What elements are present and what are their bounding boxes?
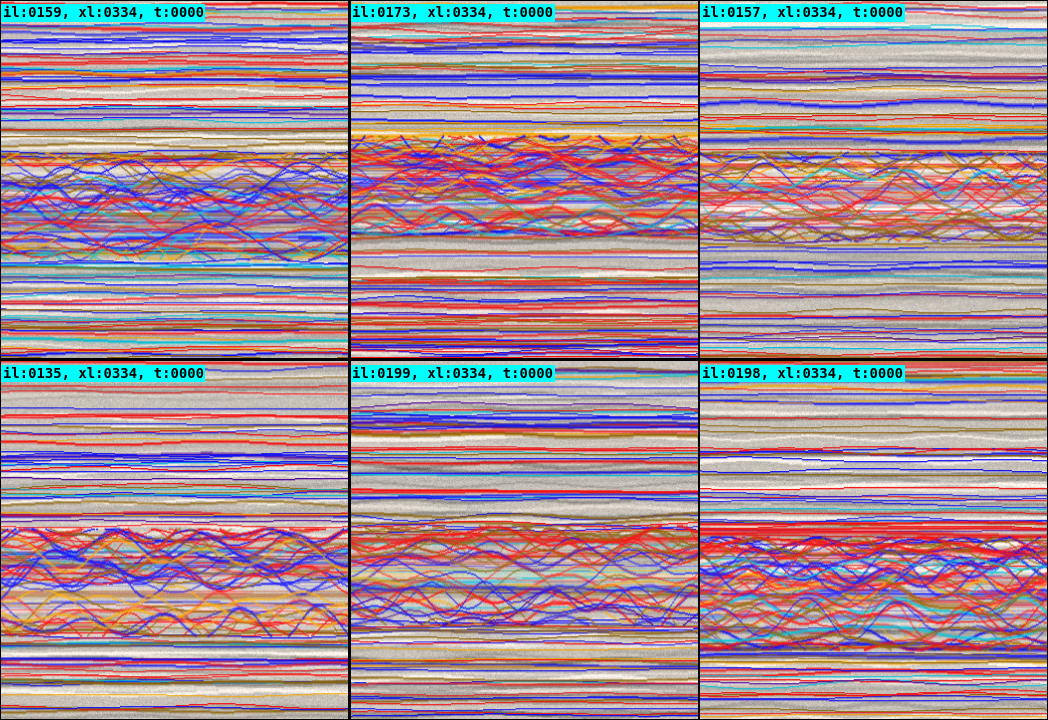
Text: il:0173, xl:0334, t:0000: il:0173, xl:0334, t:0000 xyxy=(352,6,553,20)
Text: il:0198, xl:0334, t:0000: il:0198, xl:0334, t:0000 xyxy=(702,366,903,381)
Text: il:0199, xl:0334, t:0000: il:0199, xl:0334, t:0000 xyxy=(352,366,553,381)
Text: il:0157, xl:0334, t:0000: il:0157, xl:0334, t:0000 xyxy=(702,6,903,20)
Text: il:0159, xl:0334, t:0000: il:0159, xl:0334, t:0000 xyxy=(3,6,203,20)
Text: il:0135, xl:0334, t:0000: il:0135, xl:0334, t:0000 xyxy=(3,366,203,381)
